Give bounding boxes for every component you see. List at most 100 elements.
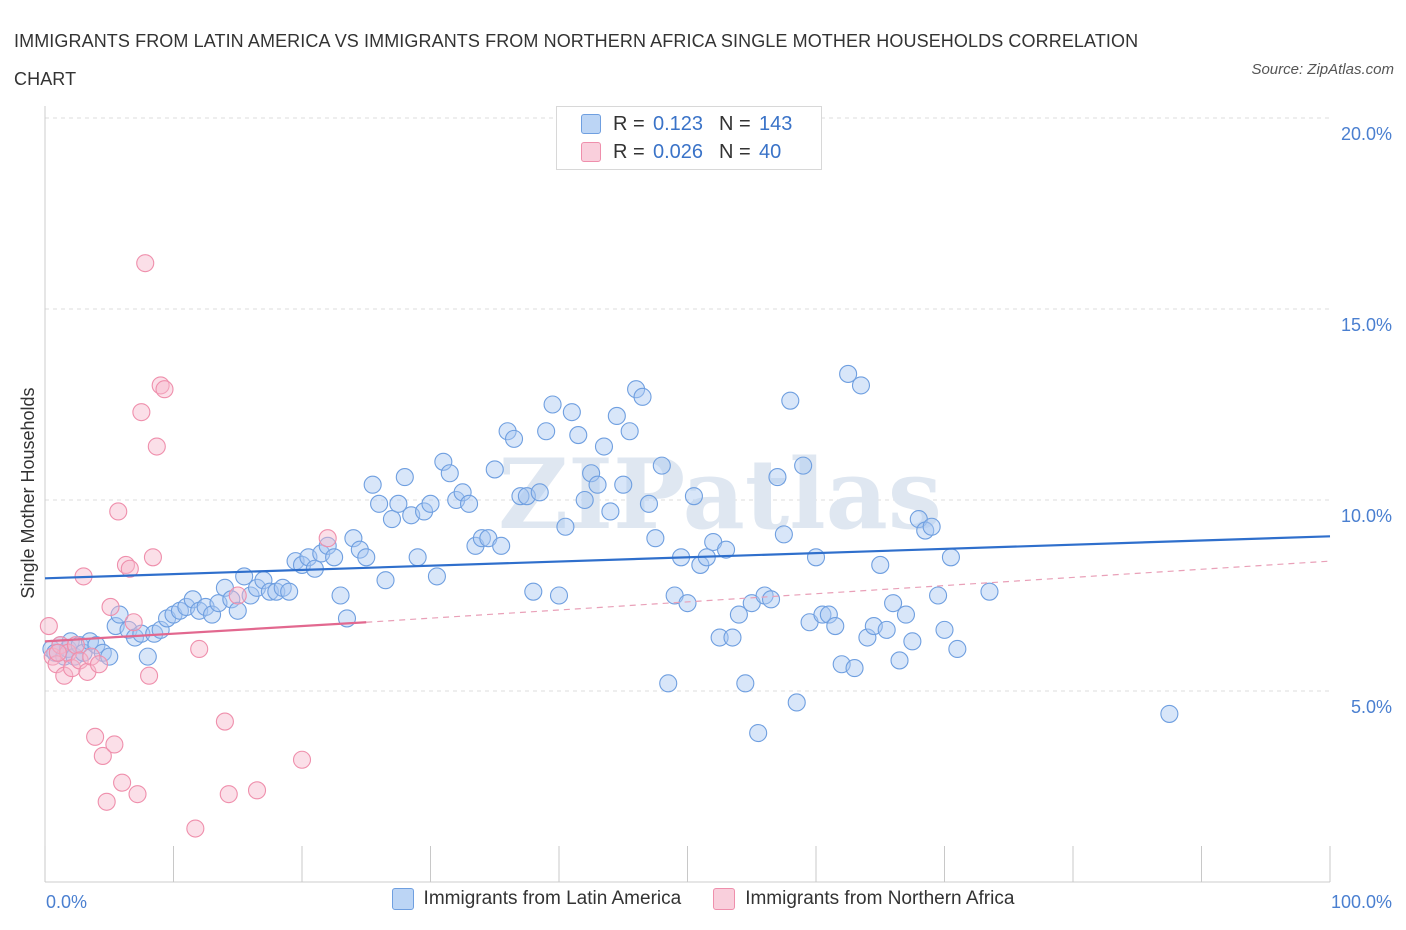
data-point <box>228 586 247 605</box>
data-point <box>87 636 106 655</box>
data-point <box>569 426 588 445</box>
data-points <box>39 254 1179 838</box>
data-point <box>948 639 967 659</box>
data-point <box>434 452 453 471</box>
data-point <box>82 647 101 666</box>
x-tick-labels: 0.0% 100.0% <box>46 892 1392 912</box>
data-point <box>143 548 162 567</box>
data-point <box>363 475 382 494</box>
data-point <box>140 666 159 685</box>
data-point <box>100 647 119 666</box>
data-point <box>729 605 748 624</box>
chart-title: IMMIGRANTS FROM LATIN AMERICA VS IMMIGRA… <box>14 31 1139 89</box>
data-point <box>331 586 350 605</box>
data-point <box>639 494 659 513</box>
data-point <box>543 395 562 414</box>
data-point <box>530 483 549 502</box>
legend-swatch-northern-africa <box>581 142 601 162</box>
data-point <box>325 548 344 567</box>
data-point <box>350 540 369 559</box>
data-point <box>562 403 581 422</box>
n-label: N = <box>719 140 751 163</box>
data-point <box>459 494 479 513</box>
n-label: N = <box>719 112 751 135</box>
data-point <box>389 494 408 513</box>
legend-swatch-latin-america <box>391 888 414 910</box>
data-point <box>318 529 337 548</box>
data-point <box>280 582 299 601</box>
data-point <box>556 517 575 536</box>
data-point <box>86 727 105 746</box>
data-point <box>440 464 459 483</box>
data-point <box>633 387 652 406</box>
r-label: R = <box>613 140 645 163</box>
data-point <box>845 659 864 678</box>
y-axis-label: Single Mother Households <box>18 387 38 598</box>
data-point <box>684 487 703 506</box>
trend-lines <box>44 535 1331 643</box>
x-tick-label: 100.0% <box>1331 892 1392 912</box>
data-point <box>292 750 312 769</box>
data-point <box>781 391 800 410</box>
source-label: Source: ZipAtlas.com <box>1251 61 1394 78</box>
series-northern-africa <box>39 254 337 838</box>
legend-item-latin-america: Immigrants from Latin America <box>391 888 681 910</box>
data-point <box>877 620 896 639</box>
data-point <box>427 567 446 586</box>
data-point <box>871 555 890 574</box>
data-point <box>101 597 120 617</box>
data-point <box>498 422 517 441</box>
data-point <box>39 617 58 636</box>
data-point <box>109 502 128 521</box>
data-point <box>929 586 948 605</box>
y-tick-label: 5.0% <box>1351 697 1392 717</box>
data-point <box>453 483 472 502</box>
data-point <box>48 643 67 662</box>
r-label: R = <box>613 112 645 135</box>
legend-swatch-northern-africa <box>713 888 736 910</box>
data-point <box>1160 704 1179 723</box>
data-point <box>138 647 157 666</box>
data-point <box>819 605 838 624</box>
data-point <box>607 406 626 426</box>
data-point <box>787 693 806 712</box>
data-point <box>659 674 678 693</box>
data-point <box>794 456 813 475</box>
data-point <box>980 582 999 601</box>
data-point <box>903 632 922 651</box>
data-point <box>627 380 646 399</box>
data-point <box>370 494 389 513</box>
stats-legend: R = 0.123 N = 143 R = 0.026 N = 40 <box>556 106 822 170</box>
data-point <box>941 548 960 567</box>
legend-item-northern-africa: Immigrants from Northern Africa <box>713 888 1014 910</box>
legend-label-northern-africa: Immigrants from Northern Africa <box>745 888 1015 909</box>
data-point <box>228 601 247 620</box>
data-point <box>549 586 569 605</box>
r-value: 0.123 <box>653 112 704 135</box>
data-point <box>395 468 414 487</box>
data-point <box>124 613 143 632</box>
data-point <box>89 655 109 674</box>
data-point <box>186 819 205 838</box>
data-point <box>774 525 793 544</box>
data-point <box>826 617 845 636</box>
data-point <box>55 666 74 685</box>
data-point <box>247 781 267 800</box>
data-point <box>588 475 607 494</box>
data-point <box>537 422 556 441</box>
data-point <box>575 490 594 510</box>
n-value: 40 <box>759 140 782 163</box>
data-point <box>136 254 155 273</box>
data-point <box>884 594 903 613</box>
data-point <box>485 460 504 479</box>
data-point <box>601 502 620 521</box>
data-point <box>382 510 402 529</box>
data-point <box>66 636 85 655</box>
data-point <box>594 437 614 456</box>
data-point <box>128 785 147 804</box>
data-point <box>646 529 665 548</box>
data-point <box>749 723 768 743</box>
data-point <box>620 422 639 441</box>
trend-line-latin-america <box>44 535 1331 580</box>
data-point <box>472 529 491 548</box>
